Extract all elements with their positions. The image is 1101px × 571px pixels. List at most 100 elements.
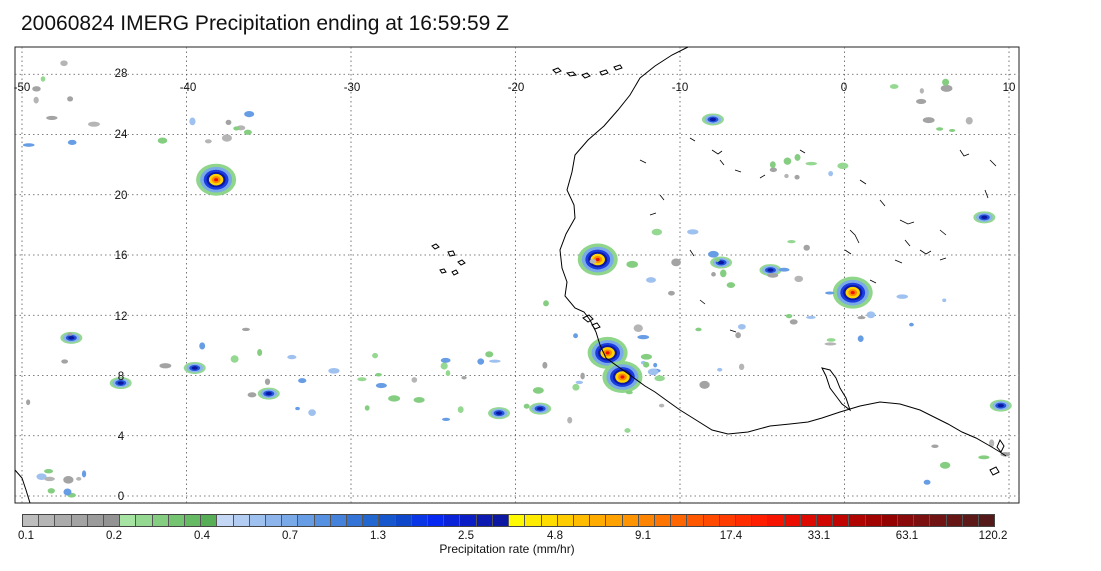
colorbar-swatch bbox=[622, 515, 639, 526]
light-rain-cell bbox=[542, 361, 548, 369]
light-rain-cell bbox=[244, 111, 255, 118]
light-rain-cell bbox=[769, 167, 778, 173]
canary-islands bbox=[552, 64, 623, 79]
light-rain-cell bbox=[919, 88, 924, 94]
light-rain-cell bbox=[837, 162, 849, 170]
light-rain-cell bbox=[488, 359, 501, 363]
light-rain-cell bbox=[22, 143, 35, 147]
light-rain-cell bbox=[857, 316, 866, 320]
colorbar-swatch bbox=[703, 515, 720, 526]
lat-label: 8 bbox=[117, 371, 125, 383]
colorbar-swatch bbox=[833, 515, 850, 526]
light-rain-cell bbox=[580, 372, 585, 380]
precip-system bbox=[537, 406, 544, 411]
light-rain-cell bbox=[778, 267, 790, 272]
light-rain-cell bbox=[573, 333, 578, 339]
colorbar-swatch bbox=[152, 515, 169, 526]
precip-system bbox=[117, 381, 124, 385]
colorbar-swatch bbox=[930, 515, 947, 526]
light-rain-cell bbox=[735, 332, 741, 339]
light-rain-cell bbox=[159, 363, 172, 369]
light-rain-cell bbox=[785, 314, 793, 319]
colorbar-swatch bbox=[687, 515, 704, 526]
light-rain-cell bbox=[915, 98, 927, 104]
lat-label: 20 bbox=[114, 190, 128, 202]
light-rain-cell bbox=[388, 395, 401, 402]
light-rain-cell bbox=[485, 351, 494, 358]
light-rain-cell bbox=[624, 428, 631, 433]
precip-system bbox=[595, 257, 600, 262]
light-rain-cell bbox=[643, 361, 650, 368]
river-segments bbox=[639, 137, 997, 333]
light-rain-cell bbox=[824, 342, 837, 346]
light-rain-cell bbox=[717, 367, 723, 372]
colorbar-swatch bbox=[881, 515, 898, 526]
colorbar bbox=[22, 514, 995, 527]
precip-system bbox=[214, 178, 219, 182]
colorbar-swatch bbox=[865, 515, 882, 526]
colorbar-swatch bbox=[168, 515, 186, 526]
light-rain-cell bbox=[889, 84, 899, 89]
light-rain-cell bbox=[440, 357, 451, 363]
light-rain-cell bbox=[939, 461, 951, 469]
light-rain-cell bbox=[63, 476, 74, 484]
light-rain-cell bbox=[63, 488, 72, 496]
colorbar-title: Precipitation rate (mm/hr) bbox=[439, 542, 575, 556]
light-rain-cell bbox=[81, 470, 87, 478]
colorbar-swatch bbox=[428, 515, 445, 526]
light-rain-cell bbox=[707, 250, 719, 258]
light-rain-cell bbox=[633, 324, 643, 332]
light-rain-cell bbox=[715, 258, 720, 262]
light-rain-cell bbox=[298, 378, 307, 384]
light-rain-cell bbox=[221, 134, 233, 142]
light-rain-cell bbox=[671, 258, 681, 267]
precip-system bbox=[981, 215, 988, 220]
colorbar-swatch bbox=[282, 515, 299, 526]
colorbar-swatch bbox=[752, 515, 769, 526]
colorbar-swatch bbox=[249, 515, 267, 526]
light-rain-cell bbox=[794, 275, 804, 283]
lon-label: -50 bbox=[13, 82, 31, 94]
light-rain-cell bbox=[646, 277, 657, 283]
light-rain-cell bbox=[375, 382, 387, 389]
light-rain-cell bbox=[523, 403, 530, 409]
light-rain-cell bbox=[978, 455, 990, 460]
colorbar-swatch bbox=[557, 515, 574, 526]
lon-label: -30 bbox=[343, 82, 361, 94]
colorbar-swatch bbox=[735, 515, 753, 526]
light-rain-cell bbox=[789, 319, 798, 325]
precip-system bbox=[68, 336, 75, 340]
light-rain-cell bbox=[794, 153, 801, 161]
colorbar-swatch bbox=[492, 515, 510, 526]
light-rain-cell bbox=[189, 117, 196, 126]
colorbar-label: 9.1 bbox=[635, 530, 651, 542]
colorbar-swatch bbox=[55, 515, 72, 526]
light-rain-cell bbox=[243, 129, 252, 135]
light-rain-cell bbox=[477, 358, 485, 365]
light-rain-cell bbox=[572, 383, 580, 391]
colorbar-swatch bbox=[201, 515, 218, 526]
lon-label: -40 bbox=[179, 82, 197, 94]
colorbar-swatch bbox=[897, 515, 915, 526]
colorbar-label: 0.7 bbox=[282, 530, 298, 542]
light-rain-cell bbox=[711, 272, 716, 277]
light-rain-cell bbox=[720, 269, 727, 278]
lon-label: 10 bbox=[1002, 82, 1016, 94]
light-rain-cell bbox=[44, 469, 54, 474]
light-rain-cell bbox=[767, 273, 779, 278]
colorbar-swatch bbox=[395, 515, 412, 526]
colorbar-swatch bbox=[71, 515, 88, 526]
light-rain-cell bbox=[442, 417, 451, 421]
light-rain-cell bbox=[411, 377, 418, 383]
light-rain-cell bbox=[375, 372, 382, 377]
colorbar-swatch bbox=[816, 515, 834, 526]
light-rain-cell bbox=[67, 332, 73, 336]
light-rain-cell bbox=[413, 397, 425, 403]
inland-water-east bbox=[989, 438, 1005, 476]
colorbar-swatch bbox=[298, 515, 315, 526]
colorbar-swatch bbox=[330, 515, 348, 526]
colorbar-label: 2.5 bbox=[458, 530, 474, 542]
colorbar-label: 63.1 bbox=[895, 530, 919, 542]
light-rain-cell bbox=[783, 157, 792, 165]
